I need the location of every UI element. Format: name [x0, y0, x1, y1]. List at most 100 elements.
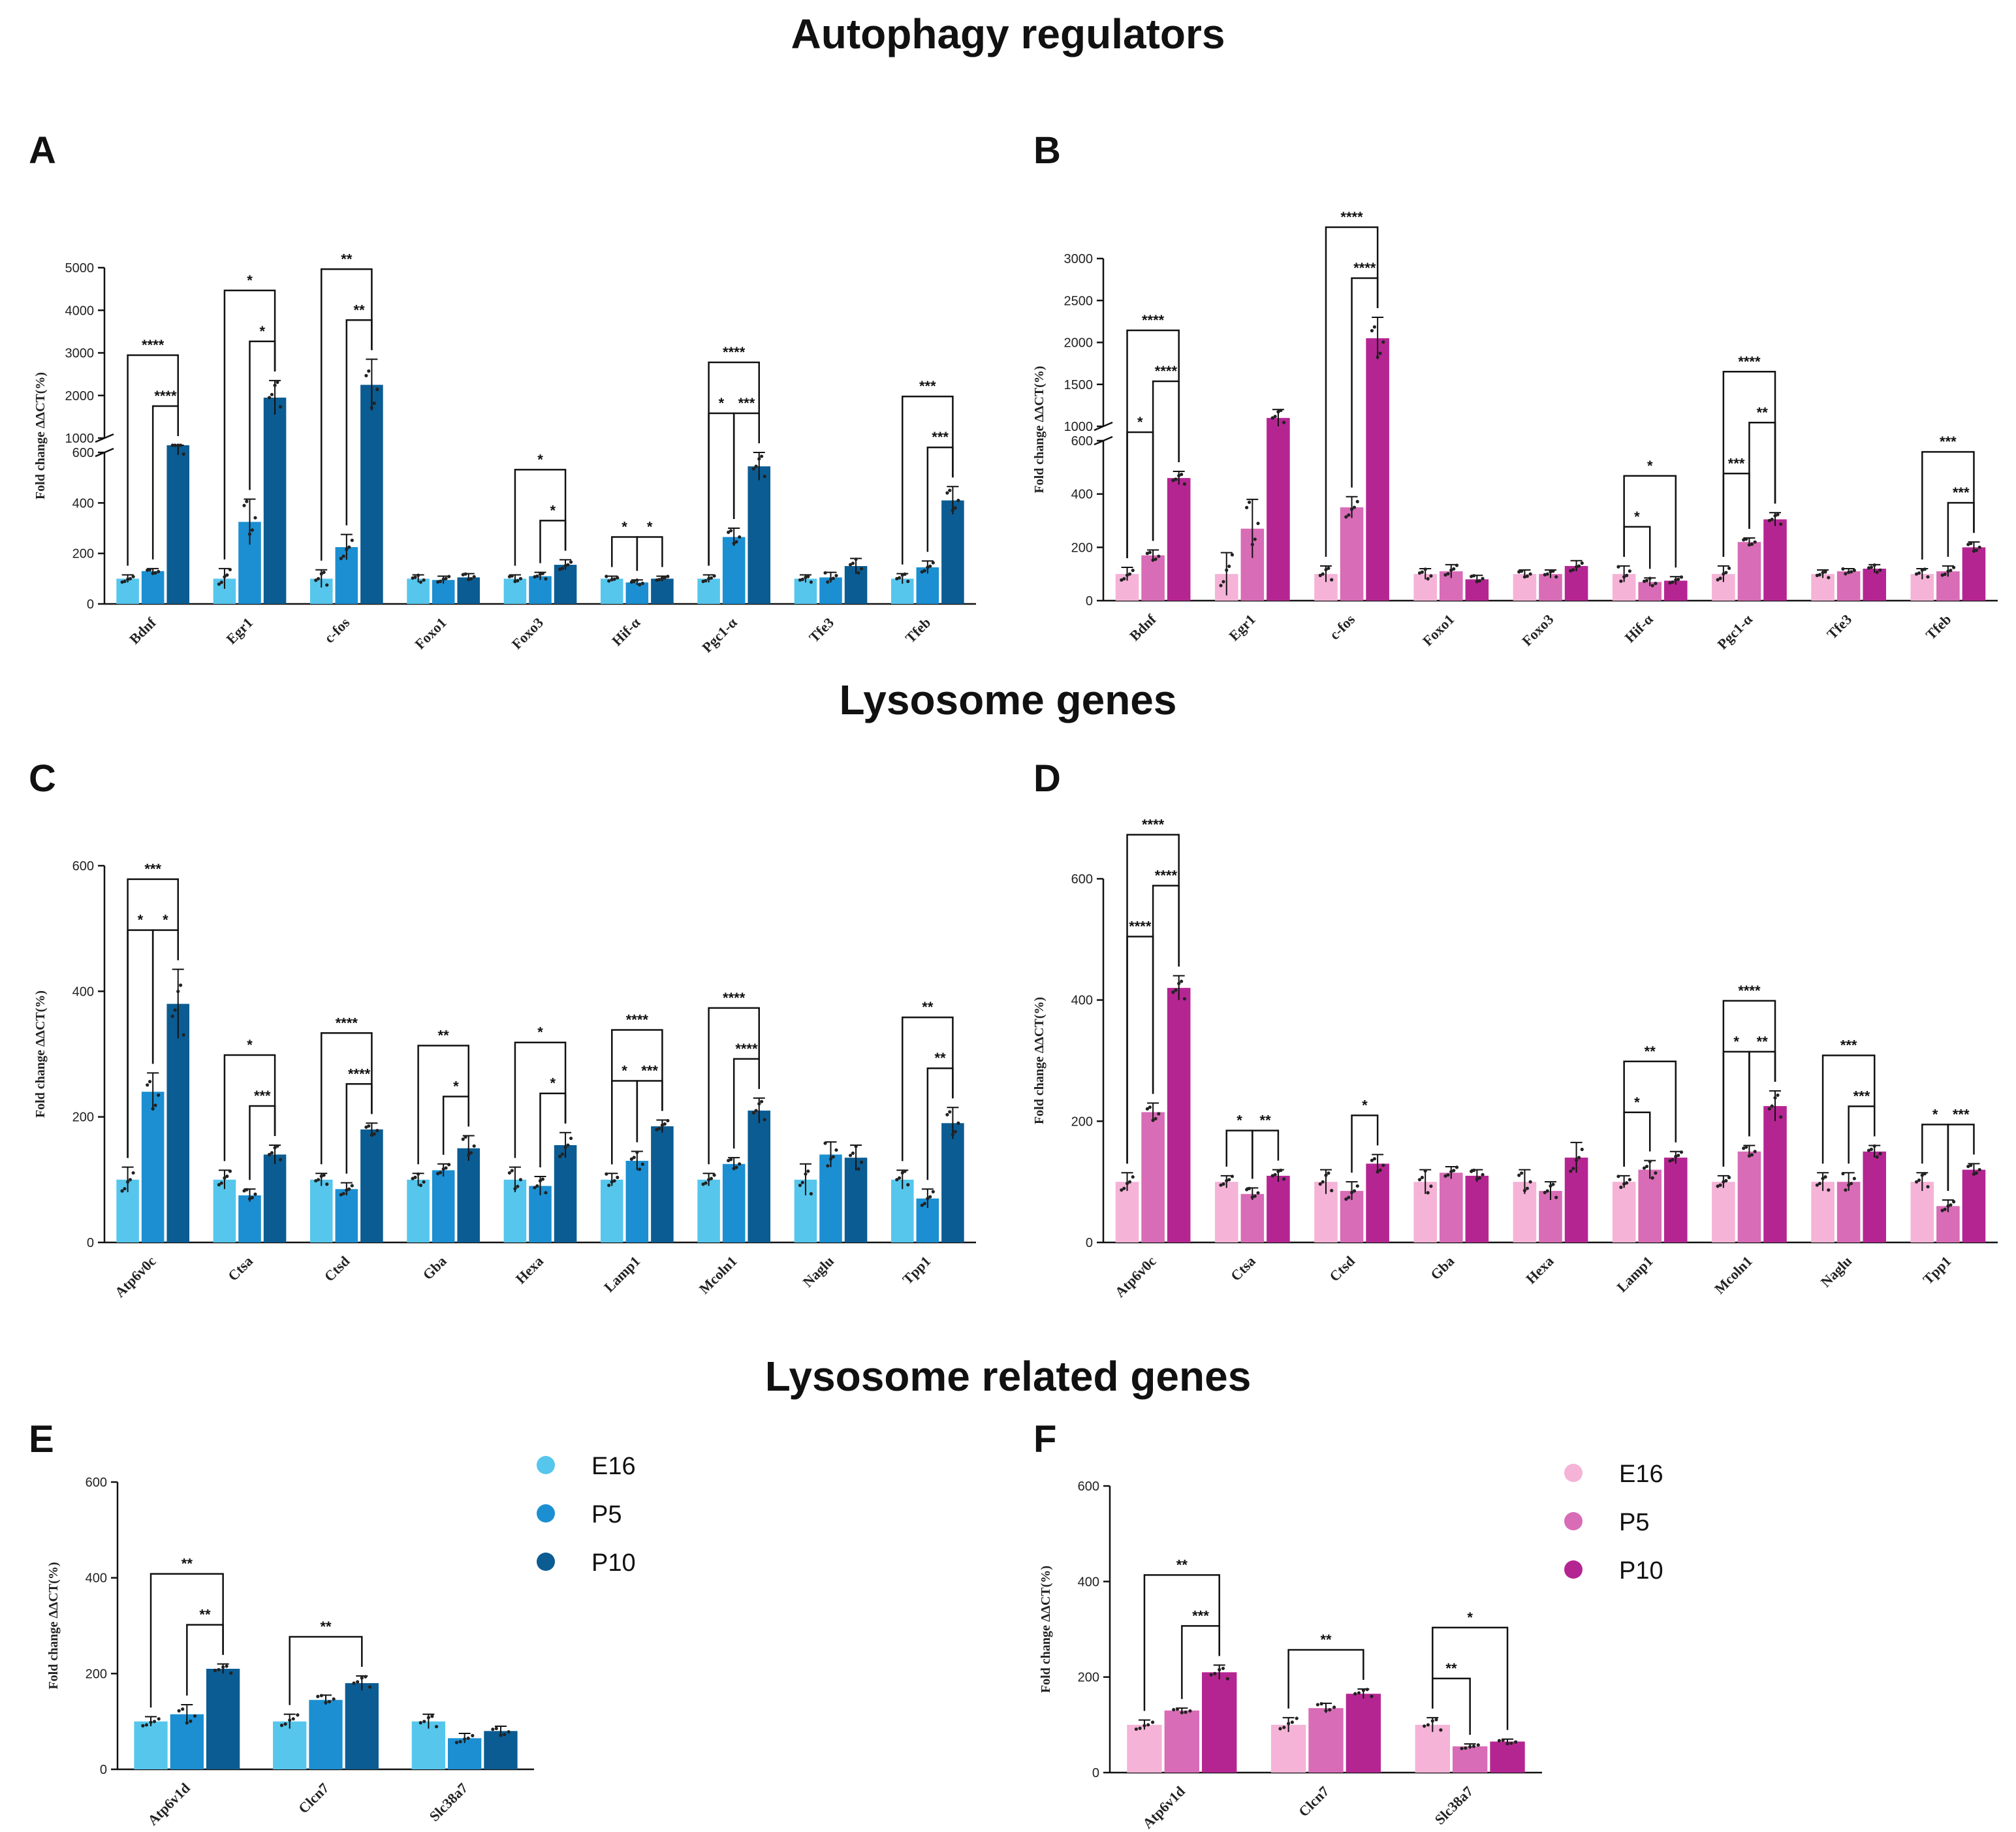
- data-point: [1545, 1189, 1549, 1193]
- data-point: [1138, 1726, 1142, 1730]
- data-point: [1727, 566, 1731, 570]
- y-tick-label: 0: [87, 597, 94, 612]
- legend-label-p5: P5: [1619, 1509, 1649, 1536]
- data-point: [804, 1172, 808, 1176]
- data-point: [729, 1158, 733, 1161]
- data-point: [1131, 569, 1135, 573]
- data-point: [1256, 1191, 1260, 1195]
- data-point: [1668, 1159, 1672, 1163]
- data-point: [516, 578, 520, 583]
- significance-bracket: [249, 340, 276, 490]
- significance-bracket: [150, 1573, 224, 1708]
- y-tick-label: 600: [1071, 872, 1093, 887]
- data-point: [372, 402, 376, 405]
- y-tick-label: 200: [1078, 1671, 1099, 1685]
- data-point: [1355, 499, 1359, 503]
- y-tick-label: 400: [1071, 994, 1093, 1008]
- x-tick-label-mcoln1: Mcoln1: [696, 1253, 740, 1297]
- data-point: [1551, 569, 1555, 573]
- data-point: [1718, 1183, 1722, 1187]
- data-point: [157, 569, 161, 574]
- data-point: [533, 1186, 537, 1190]
- data-point: [273, 383, 277, 387]
- y-tick-label: 0: [1086, 1236, 1093, 1250]
- data-point: [1616, 565, 1620, 569]
- data-point: [1376, 1170, 1379, 1174]
- data-point: [1847, 1183, 1851, 1187]
- significance-bracket: [223, 1054, 276, 1161]
- data-point: [1574, 565, 1579, 569]
- data-point: [1501, 1738, 1505, 1743]
- significance-bracket: [1921, 1124, 1949, 1192]
- data-point: [831, 1155, 835, 1159]
- significance-bracket: [151, 405, 179, 560]
- x-tick-label-ctsd: Ctsd: [1326, 1253, 1358, 1285]
- bar-d-0-2: [1167, 988, 1191, 1242]
- data-point: [1282, 1177, 1286, 1181]
- data-point: [612, 1178, 616, 1183]
- data-point: [1344, 1197, 1348, 1201]
- data-point: [1472, 574, 1476, 578]
- data-point: [1270, 1174, 1274, 1178]
- bar-d-0-0: [1115, 1182, 1139, 1242]
- data-point: [273, 1146, 277, 1150]
- y-tick-label: 0: [1092, 1766, 1099, 1780]
- bar-c-1-1: [238, 1195, 261, 1242]
- data-point: [1543, 1190, 1547, 1195]
- data-point: [1213, 1671, 1217, 1675]
- data-point: [1221, 1666, 1225, 1671]
- significance-bracket: [611, 536, 638, 571]
- data-point: [605, 1172, 608, 1176]
- data-point: [189, 1719, 193, 1723]
- data-point: [831, 576, 835, 580]
- bar-b-6-2: [1763, 519, 1787, 601]
- data-point: [1378, 1168, 1382, 1172]
- data-point: [1779, 1115, 1783, 1119]
- data-point: [1328, 1708, 1332, 1712]
- bar-c-3-0: [407, 1179, 430, 1242]
- data-point: [413, 575, 417, 579]
- data-point: [314, 578, 318, 582]
- data-point: [1750, 1153, 1754, 1157]
- data-point: [1847, 570, 1851, 575]
- data-point: [1148, 1105, 1152, 1109]
- data-point: [1182, 997, 1186, 1001]
- y-tick-label: 5000: [65, 261, 95, 276]
- significance-label: ***: [1192, 1607, 1209, 1624]
- chart-panel-e: E 0 200 400 600 Fold change ΔΔCT(%) Atp6v1d Clc…: [29, 1418, 534, 1829]
- data-point: [1361, 1688, 1365, 1692]
- data-point: [1920, 1173, 1924, 1177]
- data-point: [734, 540, 738, 544]
- data-point: [1619, 1185, 1623, 1190]
- data-point: [1724, 1178, 1728, 1183]
- x-tick-label-foxo3: Foxo3: [1519, 611, 1556, 649]
- data-point: [1972, 549, 1976, 553]
- x-tick-label-clcn7: Clcn7: [295, 1780, 332, 1817]
- y-tick-label: 2000: [65, 389, 95, 403]
- data-point: [1949, 569, 1953, 573]
- bar-f-0-2: [1202, 1672, 1237, 1773]
- x-tick-label-tfe3: Tfe3: [1823, 611, 1855, 642]
- data-point: [1253, 537, 1257, 541]
- data-point: [1969, 1163, 1973, 1167]
- data-point: [1926, 575, 1930, 579]
- data-point: [319, 1694, 323, 1698]
- bar-d-7-2: [1863, 1151, 1887, 1242]
- bar-e-0-0: [134, 1721, 168, 1769]
- data-point: [612, 577, 616, 581]
- data-point: [1850, 570, 1853, 574]
- data-point: [1823, 1175, 1827, 1179]
- data-point: [434, 1724, 439, 1729]
- data-point: [1841, 567, 1845, 571]
- data-point: [1315, 1703, 1319, 1707]
- legend-label-e16: E16: [1619, 1461, 1663, 1488]
- data-point: [1357, 1691, 1361, 1695]
- data-point: [1517, 1173, 1521, 1177]
- data-point: [931, 561, 935, 565]
- data-point: [800, 577, 804, 581]
- data-point: [1256, 522, 1260, 526]
- data-point: [472, 1144, 476, 1148]
- significance-label: *: [1467, 1609, 1473, 1626]
- data-point: [464, 572, 467, 576]
- y-tick-label: 400: [72, 985, 94, 999]
